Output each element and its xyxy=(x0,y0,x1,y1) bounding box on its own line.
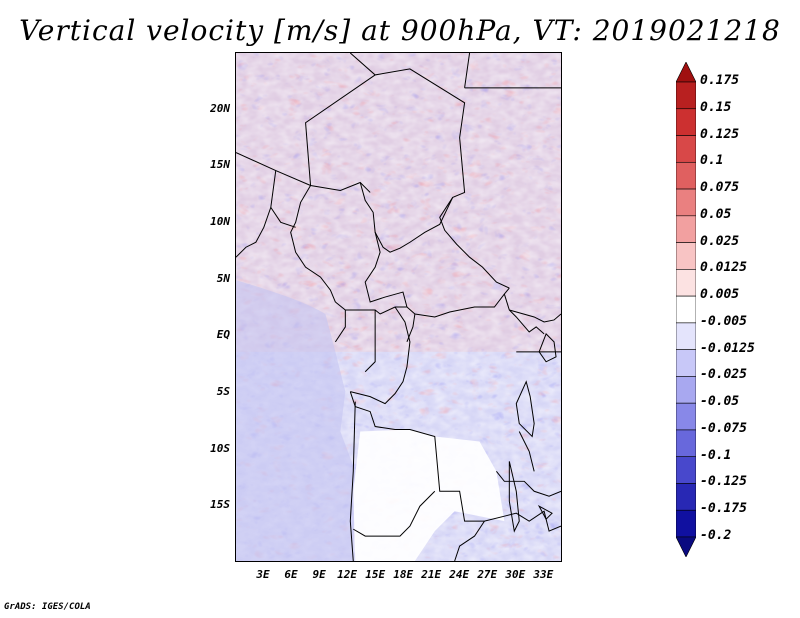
colorbar-segment xyxy=(676,402,696,431)
colorbar-label: 0.15 xyxy=(700,99,732,115)
colorbar-segment xyxy=(676,215,696,243)
lon-label: 12E xyxy=(337,568,358,581)
lat-label: 20N xyxy=(210,101,230,115)
lon-label: 3E xyxy=(256,568,270,581)
lat-label: 5N xyxy=(216,271,230,285)
colorbar-label: 0.175 xyxy=(700,73,740,88)
colorbar-label: -0.175 xyxy=(700,501,747,517)
velocity-field xyxy=(236,53,561,561)
colorbar-segment xyxy=(676,509,696,538)
credit-text: GrADS: IGES/COLA xyxy=(4,602,91,612)
colorbar-label: 0.075 xyxy=(700,180,740,196)
calm-region xyxy=(353,429,505,561)
lat-label: 5S xyxy=(216,385,230,398)
lon-label: 30E xyxy=(505,568,526,581)
colorbar-label: -0.0125 xyxy=(700,340,755,356)
colorbar-bottom-arrow xyxy=(676,536,696,557)
colorbar-label: -0.125 xyxy=(700,474,747,490)
colorbar-segment xyxy=(676,108,696,136)
colorbar-label: 0.1 xyxy=(700,153,724,169)
country-borders xyxy=(236,53,561,561)
colorbar-segment xyxy=(676,322,696,350)
ocean-region xyxy=(236,280,356,561)
lon-label: 9E xyxy=(312,568,326,581)
lat-label: 15N xyxy=(210,158,230,172)
colorbar-segment xyxy=(676,295,696,324)
colorbar-segment xyxy=(676,188,696,217)
lon-label: 15E xyxy=(365,568,386,581)
lon-label: 6E xyxy=(284,568,298,581)
lon-label: 27E xyxy=(477,568,498,581)
colorbar-label: 0.0125 xyxy=(700,260,747,276)
lon-label: 18E xyxy=(393,568,414,581)
colorbar-label: -0.2 xyxy=(700,528,732,543)
colorbar-segment xyxy=(676,456,696,484)
colorbar-label: 0.125 xyxy=(700,126,740,142)
lat-label: EQ xyxy=(216,328,230,342)
colorbar-label: -0.075 xyxy=(700,420,747,436)
colorbar-label: -0.1 xyxy=(700,447,732,463)
lat-label: 15S xyxy=(210,498,230,512)
colorbar-segment xyxy=(676,81,696,110)
colorbar-label: 0.005 xyxy=(700,287,740,303)
lon-label: 24E xyxy=(449,568,470,581)
colorbar-label: -0.025 xyxy=(700,367,747,383)
colorbar-segment xyxy=(676,349,696,377)
colorbar-label: 0.025 xyxy=(700,233,740,249)
lon-label: 21E xyxy=(421,568,442,581)
colorbar-segment xyxy=(676,429,696,458)
lat-label: 10N xyxy=(210,215,230,228)
colorbar-segment xyxy=(676,135,696,163)
colorbar-segment xyxy=(676,483,696,511)
chart-title: Vertical velocity [m/s] at 900hPa, VT: 2… xyxy=(19,14,781,47)
colorbar-label: 0.05 xyxy=(700,206,732,222)
colorbar xyxy=(676,62,696,557)
colorbar-segment xyxy=(676,269,696,297)
colorbar-segment xyxy=(676,161,696,190)
colorbar-segment xyxy=(676,376,696,404)
lakes xyxy=(508,333,557,533)
colorbar-label: -0.05 xyxy=(700,394,740,410)
lon-label: 33E xyxy=(533,568,554,581)
colorbar-top-arrow xyxy=(676,62,696,83)
colorbar-segment xyxy=(676,242,696,270)
map-panel xyxy=(235,52,562,562)
colorbar-label: -0.005 xyxy=(700,313,747,329)
lat-label: 10S xyxy=(210,441,230,455)
